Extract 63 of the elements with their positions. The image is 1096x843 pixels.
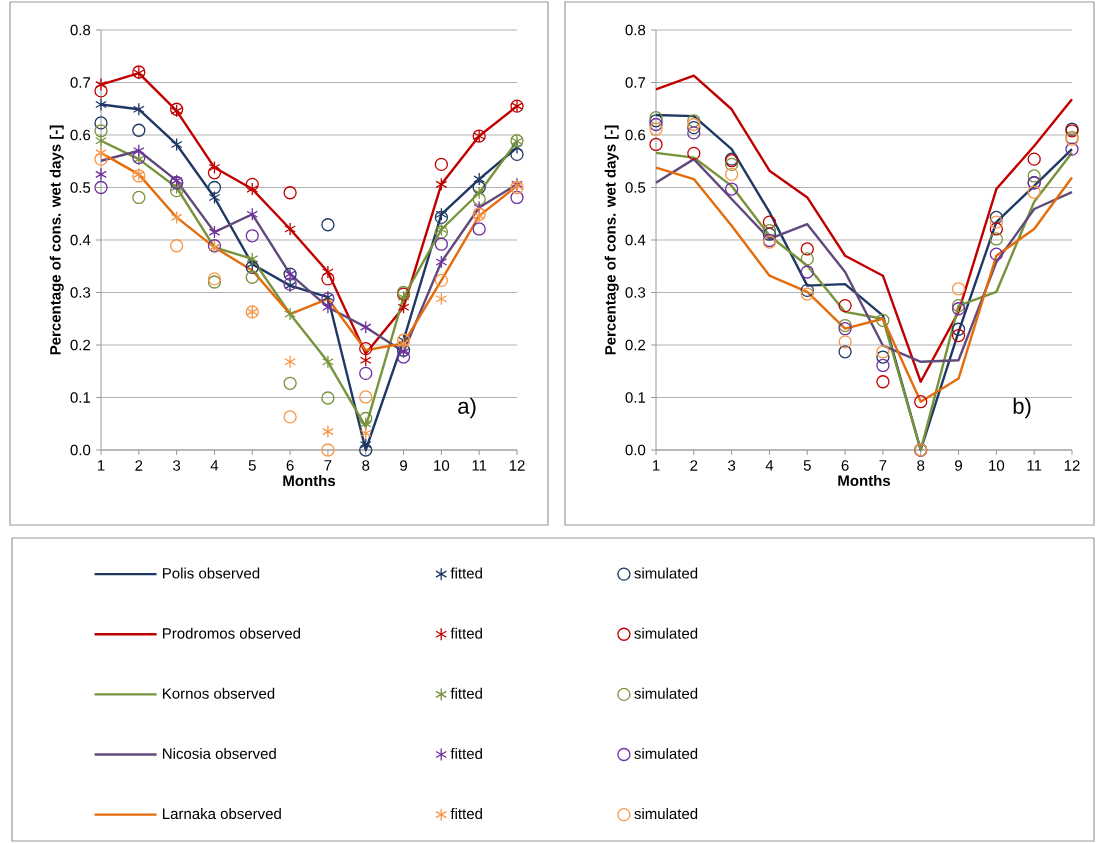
x-tick-label: 3: [173, 460, 181, 471]
x-tick-label: 8: [362, 460, 370, 471]
x-tick-label: 5: [803, 460, 811, 471]
legend-label: Larnaka observed: [163, 808, 281, 820]
legend-label: Kornos observed: [163, 687, 275, 699]
y-tick-label: 0.5: [70, 182, 91, 193]
legend-label: simulated: [634, 747, 698, 759]
y-tick-label: 0.5: [625, 182, 646, 193]
y-axis-title: Percentage of cons. wet days [-]: [604, 125, 619, 355]
x-tick-label: 12: [1064, 460, 1080, 471]
x-tick-label: 5: [248, 460, 256, 471]
y-tick-label: 0.6: [70, 129, 91, 141]
y-tick-label: 0.4: [70, 234, 91, 246]
legend-label: simulated: [634, 808, 698, 820]
legend-label: fitted: [450, 567, 482, 579]
legend-label: Prodromos observed: [163, 627, 301, 639]
y-tick-label: 0.3: [70, 287, 91, 298]
y-tick-label: 0.6: [625, 129, 646, 141]
legend-label: fitted: [450, 627, 482, 639]
x-tick-label: 9: [955, 460, 962, 471]
annotation: b): [1013, 397, 1031, 419]
legend-label: Polis observed: [163, 567, 260, 579]
x-tick-label: 4: [210, 460, 219, 471]
legend-label: fitted: [450, 808, 482, 820]
x-tick-label: 2: [690, 460, 698, 471]
legend-label: simulated: [634, 567, 698, 579]
y-tick-label: 0.7: [625, 77, 646, 88]
x-tick-label: 9: [400, 460, 407, 471]
x-tick-label: 1: [97, 460, 105, 471]
y-tick-label: 0.1: [70, 392, 91, 403]
x-tick-label: 2: [135, 460, 143, 471]
y-tick-label: 0.4: [625, 234, 646, 246]
x-tick-label: 10: [434, 460, 450, 471]
y-tick-label: 0.7: [70, 77, 91, 88]
legend-label: simulated: [634, 627, 698, 639]
x-tick-label: 12: [509, 460, 525, 471]
x-axis-title: Months: [283, 475, 336, 487]
y-tick-label: 0.0: [70, 444, 91, 456]
legend-label: fitted: [450, 687, 482, 699]
x-tick-label: 4: [765, 460, 774, 471]
x-tick-label: 8: [917, 460, 925, 471]
y-tick-label: 0.8: [70, 24, 91, 36]
y-tick-label: 0.0: [625, 444, 646, 456]
y-tick-label: 0.8: [625, 24, 646, 36]
x-tick-label: 6: [841, 460, 849, 471]
x-tick-label: 10: [989, 460, 1005, 471]
x-tick-label: 7: [324, 460, 332, 471]
x-tick-label: 7: [879, 460, 887, 471]
x-tick-label: 6: [286, 460, 294, 471]
y-tick-label: 0.2: [625, 339, 646, 351]
x-tick-label: 11: [1027, 460, 1042, 471]
y-axis-title: Percentage of cons. wet days [-]: [49, 125, 64, 355]
legend-label: Nicosia observed: [163, 747, 276, 759]
legend-label: simulated: [634, 687, 698, 699]
y-tick-label: 0.1: [625, 392, 646, 403]
x-axis-title: Months: [838, 475, 891, 487]
y-tick-label: 0.3: [625, 287, 646, 298]
y-tick-label: 0.2: [70, 339, 91, 351]
legend-label: fitted: [450, 747, 482, 759]
x-tick-label: 11: [472, 460, 487, 471]
x-tick-label: 1: [652, 460, 660, 471]
annotation: a): [458, 397, 476, 419]
x-tick-label: 3: [728, 460, 736, 471]
